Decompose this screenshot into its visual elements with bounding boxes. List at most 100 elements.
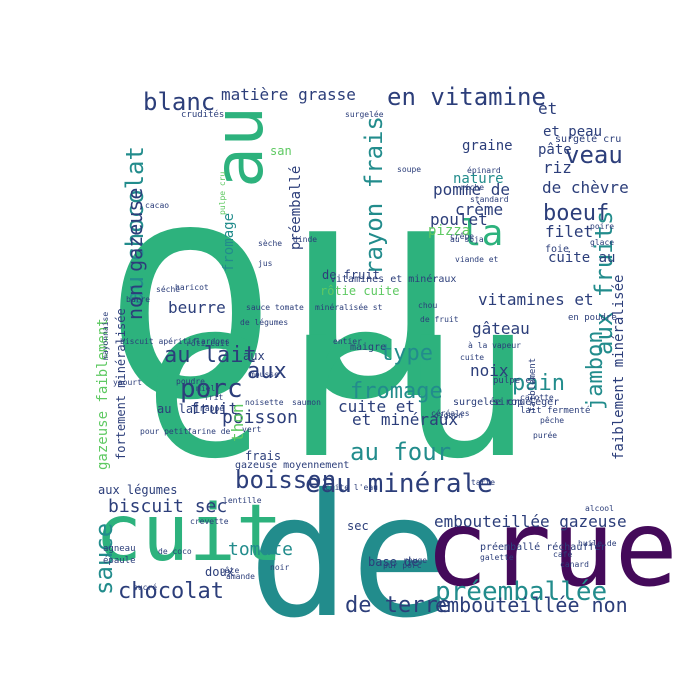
cloud-word: poire [590,222,614,231]
cloud-word: lait fermenté [520,405,590,416]
cloud-word: ou [100,117,461,466]
cloud-word: porc [180,374,243,404]
cloud-word: tarte [471,478,495,487]
cloud-word: rouge [403,556,427,565]
cloud-word: au lait [164,343,257,368]
cloud-word: au four [350,438,451,466]
cloud-word: nappé [200,403,224,413]
cloud-word: noisette [245,398,284,407]
cloud-word: dinde [293,235,317,244]
cloud-word: gazeuse faiblement [95,318,111,470]
cloud-word: standard [470,195,509,204]
cloud-word: aux légumes [98,483,177,497]
cloud-word: surgelée crue [453,396,531,408]
cloud-word: mousse [250,370,279,379]
cloud-word: de [248,458,453,656]
cloud-word: mayonnaise [101,312,110,360]
cloud-word: doux [205,565,234,579]
cloud-word: pomme de [433,180,510,199]
cloud-word: biscuit apéritif [120,336,197,346]
cloud-word: crue [425,488,678,610]
cloud-word: de fruit [322,268,380,282]
cloud-word: sauce [90,523,118,595]
cloud-word: jus [258,259,273,268]
cloud-word: glace [590,238,614,247]
cloud-word: riz [543,158,572,177]
cloud-word: carotte [520,393,554,402]
cloud-word: faiblement minéralisée [611,275,627,460]
cloud-word: surgelé cru [555,133,621,145]
cloud-word: biscuit sec [108,496,227,517]
cloud-word: beurre [168,298,226,317]
cloud-word: alcool [585,504,614,513]
cloud-word: sèche [258,238,282,248]
cloud-word: de terre [345,593,451,618]
cloud-word: préemballée [435,577,607,607]
cloud-word: faiblement [528,358,538,412]
cloud-word: minéralisée st [315,302,383,312]
cloud-word: en poudre [568,313,617,323]
cloud-word: embouteillée gazeuse [434,512,627,531]
cloud-word: embouteillée non [435,593,628,617]
cloud-word: huile de [578,539,617,548]
cloud-word: fromage [350,379,443,404]
cloud-word: fortement minéralisée [114,308,128,460]
cloud-word: céréales [431,408,470,418]
cloud-word: et minéraux [352,410,458,429]
cloud-word: noix [470,361,509,380]
cloud-word: poisson [222,407,298,428]
cloud-word: rôtie cuite [320,284,399,298]
cloud-word: sucré [133,582,157,592]
cloud-word: sauce tomate [246,303,304,312]
cloud-word: entier [333,337,362,346]
cloud-word: cuit [95,489,283,579]
cloud-word: amande [226,572,255,581]
cloud-word: sirop léger [493,396,559,408]
cloud-word: pêche [540,415,564,425]
cloud-word: galette [480,553,514,562]
cloud-word: boisson [235,466,336,494]
cloud-word: cru [135,251,532,507]
cloud-word: de légumes [240,317,288,327]
cloud-word: gâteau [472,319,530,338]
cloud-word: crevette [190,517,229,526]
cloud-word: yaourt [113,378,142,387]
cloud-word: et peau [543,124,602,140]
cloud-word: en vitamine [387,83,546,111]
cloud-word: chocolat [118,579,224,604]
cloud-word: cacao [145,201,169,210]
cloud-word: de fruit [420,315,459,324]
cloud-word: nature [453,171,504,187]
cloud-word: type [380,341,433,366]
cloud-word: au lait [157,402,208,416]
cloud-word: frais [245,449,281,463]
cloud-word: sec [347,519,369,533]
cloud-word: crudités [181,109,224,120]
cloud-word: maigre [350,342,386,353]
cloud-word: lentille [223,496,262,505]
cloud-word: san [270,144,292,158]
cloud-word: la [460,213,503,254]
cloud-word: séché [156,284,180,294]
cloud-word: au soja [450,235,484,244]
cloud-word: vert [242,425,261,434]
cloud-word: poulet [430,210,488,229]
cloud-word: poudre [176,377,205,386]
cloud-word: thon [228,403,247,442]
cloud-word: pain [512,371,565,396]
cloud-word: pulpe et [493,376,536,386]
cloud-word: à la vapeur [468,341,521,350]
cloud-word: rôti cuit [186,338,230,348]
cloud-word: au chocolat [121,146,149,305]
cloud-word: blanc [143,88,215,116]
cloud-word: crème [455,200,503,219]
cloud-word: gazeuse moyennement [235,460,349,471]
cloud-word: vitamines et [478,290,594,309]
cloud-word: barre [126,295,150,304]
cloud-word: viande et [455,255,499,264]
cloud-word: canard [560,560,589,569]
cloud-word: cuite l'eau [325,483,378,492]
cloud-word: tomate [228,539,293,560]
